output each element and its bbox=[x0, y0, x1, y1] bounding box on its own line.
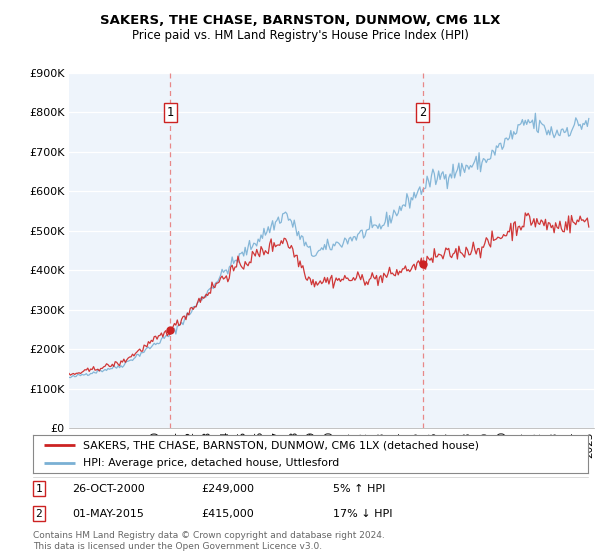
Text: This data is licensed under the Open Government Licence v3.0.: This data is licensed under the Open Gov… bbox=[33, 542, 322, 551]
Text: 2: 2 bbox=[35, 508, 43, 519]
Text: 17% ↓ HPI: 17% ↓ HPI bbox=[333, 508, 392, 519]
Text: 2: 2 bbox=[419, 106, 427, 119]
Text: HPI: Average price, detached house, Uttlesford: HPI: Average price, detached house, Uttl… bbox=[83, 458, 339, 468]
Text: 1: 1 bbox=[35, 484, 43, 494]
Text: Contains HM Land Registry data © Crown copyright and database right 2024.: Contains HM Land Registry data © Crown c… bbox=[33, 531, 385, 540]
Text: £415,000: £415,000 bbox=[201, 508, 254, 519]
Text: SAKERS, THE CHASE, BARNSTON, DUNMOW, CM6 1LX (detached house): SAKERS, THE CHASE, BARNSTON, DUNMOW, CM6… bbox=[83, 440, 479, 450]
Text: Price paid vs. HM Land Registry's House Price Index (HPI): Price paid vs. HM Land Registry's House … bbox=[131, 29, 469, 42]
Text: £249,000: £249,000 bbox=[201, 484, 254, 494]
Text: 26-OCT-2000: 26-OCT-2000 bbox=[72, 484, 145, 494]
Text: 1: 1 bbox=[166, 106, 173, 119]
Text: 01-MAY-2015: 01-MAY-2015 bbox=[72, 508, 144, 519]
Text: SAKERS, THE CHASE, BARNSTON, DUNMOW, CM6 1LX: SAKERS, THE CHASE, BARNSTON, DUNMOW, CM6… bbox=[100, 14, 500, 27]
Text: 5% ↑ HPI: 5% ↑ HPI bbox=[333, 484, 385, 494]
